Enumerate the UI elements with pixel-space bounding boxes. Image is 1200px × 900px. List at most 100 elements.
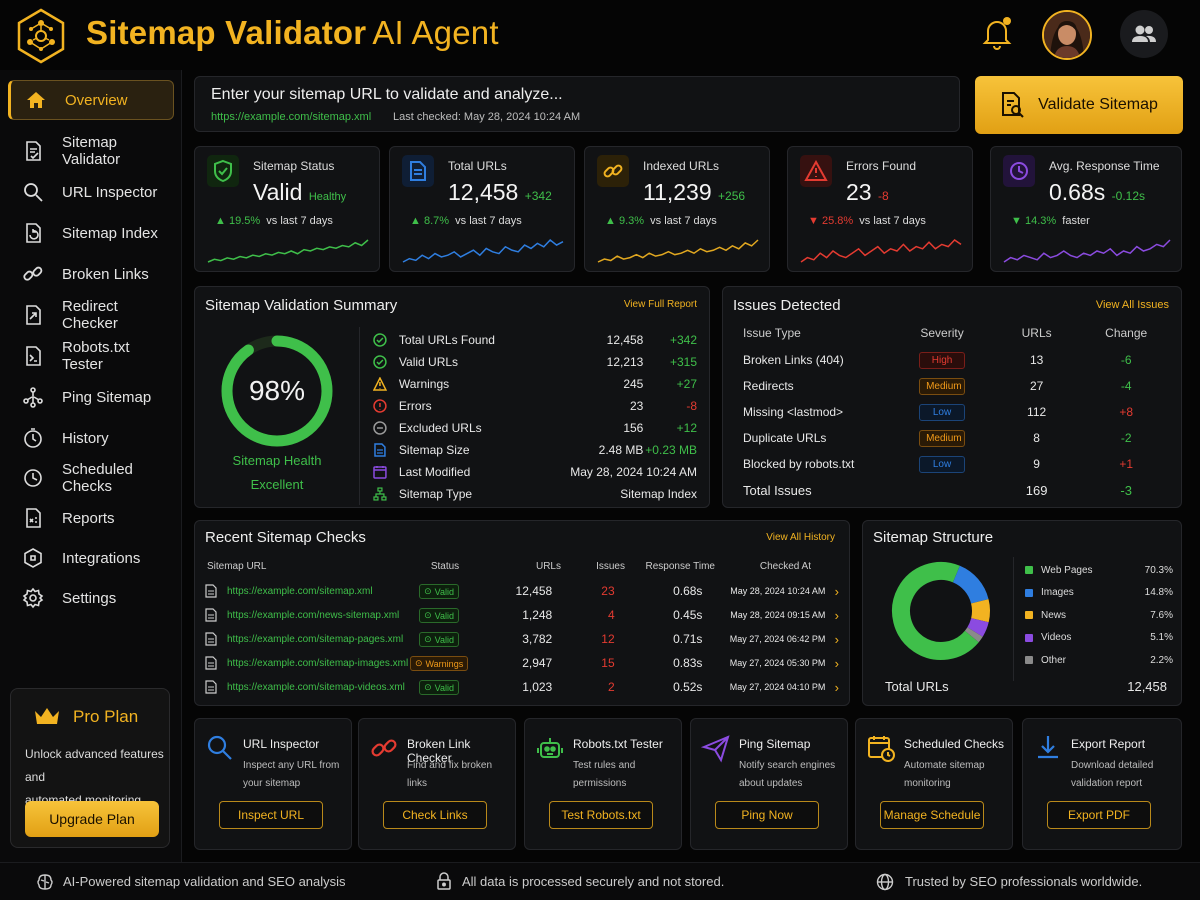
sidebar-item-integrations[interactable]: Integrations [8, 538, 174, 578]
test-robots-button[interactable]: Test Robots.txt [549, 801, 653, 829]
sidebar-item-label: Ping Sitemap [62, 388, 152, 406]
robot-icon [537, 738, 563, 758]
pro-plan-title: Pro Plan [73, 707, 139, 726]
sidebar-item-robots-tester[interactable]: Robots.txt Tester [8, 336, 174, 376]
brain-icon [37, 874, 53, 890]
tool-desc-line: Test rules and [573, 760, 636, 771]
table-row[interactable]: Broken Links (404) High 13 -6 [733, 347, 1171, 373]
row-checked-at: May 27, 2024 06:42 PM [729, 634, 826, 644]
tool-desc-line: validation report [1071, 778, 1143, 789]
summary-change: -8 [686, 399, 697, 413]
chevron-right-icon[interactable]: › [834, 583, 839, 599]
table-row[interactable]: https://example.com/sitemap-images.xml ⊙… [205, 651, 839, 675]
team-button[interactable] [1120, 10, 1168, 58]
url-input-panel[interactable]: Enter your sitemap URL to validate and a… [194, 76, 960, 132]
summary-label: Total URLs Found [398, 333, 495, 347]
url-input-value[interactable]: https://example.com/sitemap.xml [211, 111, 372, 123]
table-row[interactable]: https://example.com/sitemap-videos.xml ⊙… [205, 675, 839, 699]
search-icon [22, 181, 44, 203]
stat-card-status: Sitemap Status Valid Healthy ▲ 19.5% vs … [194, 146, 380, 272]
chevron-right-icon[interactable]: › [834, 679, 839, 695]
sidebar-item-scheduled-checks[interactable]: Scheduled Checks [8, 458, 174, 498]
url-input-prompt[interactable]: Enter your sitemap URL to validate and a… [211, 86, 563, 103]
upgrade-plan-button[interactable]: Upgrade Plan [25, 801, 159, 837]
search-icon [207, 735, 232, 760]
validate-sitemap-button[interactable]: Validate Sitemap [975, 76, 1183, 134]
divider [359, 327, 360, 505]
tool-title: Ping Sitemap [739, 737, 811, 751]
row-issues: 12 [601, 632, 615, 646]
table-row[interactable]: https://example.com/sitemap-pages.xml ⊙ V… [205, 627, 839, 651]
export-pdf-button[interactable]: Export PDF [1047, 801, 1151, 829]
col-header: Issue Type [743, 326, 801, 340]
summary-label: Warnings [398, 377, 450, 391]
summary-label: Errors [398, 399, 432, 413]
donut-slice-web-pages[interactable] [892, 562, 979, 660]
app-title: Sitemap Validator AI Agent [86, 14, 499, 51]
donut-slice-other[interactable] [964, 627, 983, 643]
chevron-right-icon[interactable]: › [834, 655, 839, 671]
error-icon [373, 399, 387, 413]
sidebar-item-url-inspector[interactable]: URL Inspector [8, 172, 174, 212]
ping-now-button[interactable]: Ping Now [715, 801, 819, 829]
sitemap-url-link[interactable]: https://example.com/sitemap-images.xml [227, 657, 409, 669]
issue-change: +1 [1119, 457, 1134, 471]
sitemap-url-link[interactable]: https://example.com/news-sitemap.xml [227, 609, 400, 621]
donut-slice-news[interactable] [970, 599, 990, 623]
chevron-right-icon[interactable]: › [834, 607, 839, 623]
lock-icon [437, 872, 451, 890]
check-links-button[interactable]: Check Links [383, 801, 487, 829]
sidebar-item-settings[interactable]: Settings [8, 578, 174, 618]
sitemap-url-link[interactable]: https://example.com/sitemap-pages.xml [227, 633, 404, 645]
table-row[interactable]: https://example.com/news-sitemap.xml ⊙ Va… [205, 603, 839, 627]
sidebar-item-broken-links[interactable]: Broken Links [8, 254, 174, 294]
bell-icon[interactable] [982, 16, 1012, 50]
legend-item: News 7.6% [1025, 604, 1173, 627]
sitemap-url-link[interactable]: https://example.com/sitemap.xml [227, 585, 373, 597]
summary-row: Warnings 245 +27 [373, 373, 697, 395]
panel-title: Sitemap Validation Summary [205, 297, 398, 314]
donut-slice-images[interactable] [952, 565, 989, 604]
view-all-history-link[interactable]: View All History [766, 532, 835, 543]
summary-change: +342 [669, 333, 697, 347]
trend-up-icon: ▲ [605, 215, 616, 227]
stat-value: 12,458 +342 [448, 179, 552, 205]
broken-link-icon [371, 739, 397, 757]
view-full-report-link[interactable]: View Full Report [623, 299, 697, 310]
table-row[interactable]: Redirects Medium 27 -4 [733, 373, 1171, 399]
summary-label: Valid URLs [398, 355, 459, 369]
sidebar-item-label: Integrations [62, 549, 141, 567]
col-header: Status [430, 560, 460, 572]
inspect-url-button[interactable]: Inspect URL [219, 801, 323, 829]
sparkline [1003, 239, 1171, 263]
sidebar-item-reports[interactable]: Reports [8, 498, 174, 538]
sidebar-item-sitemap-index[interactable]: Sitemap Index [8, 213, 174, 253]
donut-slice-videos[interactable] [967, 617, 989, 637]
footer-left-text: AI-Powered sitemap validation and SEO an… [63, 874, 346, 889]
structure-donut-chart [892, 562, 990, 660]
sidebar-item-sitemap-validator[interactable]: Sitemap Validator [8, 131, 174, 171]
sitemap-url-link[interactable]: https://example.com/sitemap-videos.xml [227, 681, 405, 693]
stat-extra: +342 [524, 189, 552, 203]
broken-link-icon [22, 263, 44, 285]
pro-plan-desc-line: Unlock advanced features and [25, 747, 164, 784]
check-circle-icon [373, 333, 387, 347]
table-row[interactable]: Blocked by robots.txt Low 9 +1 [733, 451, 1171, 477]
chevron-right-icon[interactable]: › [834, 631, 839, 647]
tool-desc-line: your sitemap [243, 778, 301, 789]
sidebar-item-history[interactable]: History [8, 418, 174, 458]
sidebar-item-overview[interactable]: Overview [8, 80, 174, 120]
table-row[interactable]: Missing <lastmod> Low 112 +8 [733, 399, 1171, 425]
table-row[interactable]: https://example.com/sitemap.xml ⊙ Valid 1… [205, 579, 839, 603]
table-row[interactable]: Duplicate URLs Medium 8 -2 [733, 425, 1171, 451]
sidebar-item-ping-sitemap[interactable]: Ping Sitemap [8, 377, 174, 417]
manage-schedule-button[interactable]: Manage Schedule [880, 801, 984, 829]
sidebar-item-redirect-checker[interactable]: Redirect Checker [8, 295, 174, 335]
total-change: -3 [1120, 482, 1132, 498]
trend-up-icon: ▲ [215, 215, 226, 227]
view-all-issues-link[interactable]: View All Issues [1095, 299, 1169, 311]
issue-change: -4 [1120, 379, 1132, 393]
avatar[interactable] [1042, 10, 1092, 60]
tool-card-robots-tester: Robots.txt Tester Test rules and permissi… [524, 718, 682, 850]
download-icon [1038, 736, 1058, 759]
